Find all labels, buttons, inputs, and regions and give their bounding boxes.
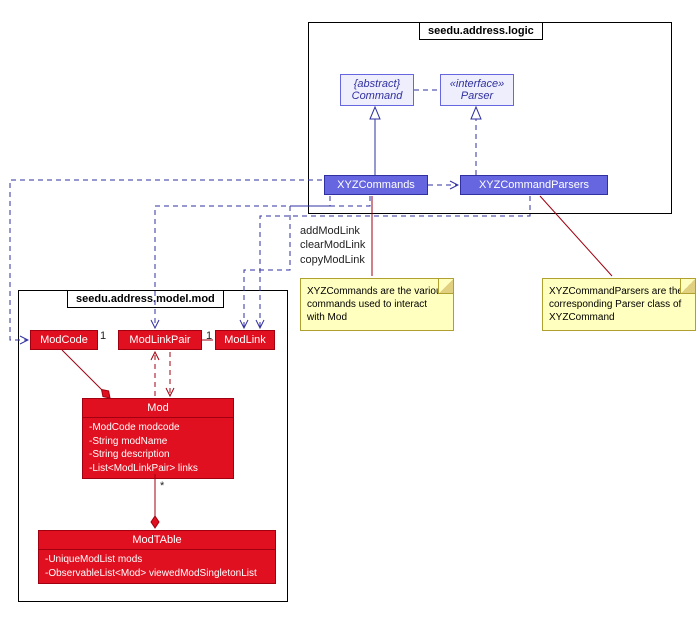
modlinkpair-name: ModLinkPair: [119, 331, 201, 349]
parser-name: Parser: [461, 90, 493, 102]
class-command: {abstract}Command: [340, 74, 414, 106]
method-2: copyModLink: [300, 253, 365, 267]
xyzparsers-name: XYZCommandParsers: [461, 176, 607, 194]
mod-name: Mod: [83, 399, 233, 417]
modtable-attr-1: -ObservableList<Mod> viewedModSingletonL…: [45, 567, 269, 581]
class-xyzparsers: XYZCommandParsers: [460, 175, 608, 195]
modtable-attr-0: -UniqueModList mods: [45, 553, 269, 567]
label-one-b: 1: [206, 330, 212, 342]
modtable-name: ModTAble: [39, 531, 275, 549]
class-modlink: ModLink: [215, 330, 275, 350]
label-star: *: [160, 480, 164, 492]
label-methods: addModLink clearModLink copyModLink: [300, 224, 365, 267]
note-corner-icon: [680, 279, 695, 294]
package-logic-title: seedu.address.logic: [419, 22, 543, 40]
method-1: clearModLink: [300, 238, 365, 252]
class-parser: «interface»Parser: [440, 74, 514, 106]
class-modtable: ModTAble -UniqueModList mods -Observable…: [38, 530, 276, 584]
modtable-attrs: -UniqueModList mods -ObservableList<Mod>…: [39, 549, 275, 583]
mod-attr-1: -String modName: [89, 435, 227, 449]
xyzcommands-name: XYZCommands: [325, 176, 427, 194]
note-xyzparsers-text: XYZCommandParsers are the corresponding …: [549, 286, 683, 323]
modlink-name: ModLink: [216, 331, 274, 349]
note-xyzparsers: XYZCommandParsers are the corresponding …: [542, 278, 696, 331]
class-xyzcommands: XYZCommands: [324, 175, 428, 195]
mod-attr-0: -ModCode modcode: [89, 421, 227, 435]
class-modlinkpair: ModLinkPair: [118, 330, 202, 350]
package-model-title: seedu.address.model.mod: [67, 290, 224, 308]
mod-attr-3: -List<ModLinkPair> links: [89, 462, 227, 476]
note-xyzcommands: XYZCommands are the various commands use…: [300, 278, 454, 331]
modcode-name: ModCode: [31, 331, 97, 349]
mod-attrs: -ModCode modcode -String modName -String…: [83, 417, 233, 478]
command-stereo: {abstract}: [354, 78, 400, 90]
label-one-a: 1: [100, 330, 106, 342]
note-corner-icon: [438, 279, 453, 294]
parser-stereo: «interface»: [450, 78, 504, 90]
command-name: Command: [352, 90, 403, 102]
class-mod: Mod -ModCode modcode -String modName -St…: [82, 398, 234, 479]
method-0: addModLink: [300, 224, 365, 238]
note-xyzcommands-text: XYZCommands are the various commands use…: [307, 286, 447, 323]
mod-attr-2: -String description: [89, 448, 227, 462]
class-modcode: ModCode: [30, 330, 98, 350]
uml-canvas: seedu.address.logic {abstract}Command «i…: [0, 0, 700, 630]
